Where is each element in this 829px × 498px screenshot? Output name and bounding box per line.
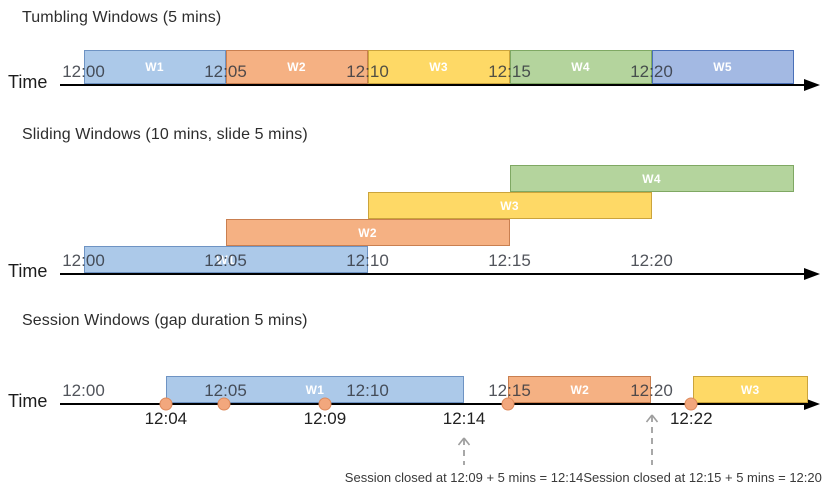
window-bar: W1 xyxy=(83,50,226,84)
event-dot xyxy=(501,397,515,411)
window-bar: W2 xyxy=(225,50,368,84)
time-axis-label: Time xyxy=(8,72,48,92)
tick-label: 12:10 xyxy=(346,62,389,81)
window-bar: W3 xyxy=(367,50,510,84)
timeline-arrowhead-icon xyxy=(804,79,820,91)
window-bar-label: W2 xyxy=(287,60,306,74)
timeline-arrowhead-icon xyxy=(804,268,820,280)
event-time-label: 12:09 xyxy=(303,409,347,428)
timeline xyxy=(60,273,806,275)
window-bar-label: W2 xyxy=(358,225,377,240)
tick-label: 12:20 xyxy=(630,62,673,81)
event-time-label: 12:22 xyxy=(669,409,713,428)
window-bar-label: W3 xyxy=(740,382,760,397)
window-bar: W4 xyxy=(509,50,652,84)
annotation-up-arrow-icon xyxy=(456,436,472,471)
tick-label: 12:10 xyxy=(346,381,389,400)
window-bar-label: W5 xyxy=(713,60,732,74)
window-bar: W5 xyxy=(651,50,794,84)
tick-label: 12:05 xyxy=(204,62,247,81)
section-title-session: Session Windows (gap duration 5 mins) xyxy=(22,312,308,329)
tick-label: 12:10 xyxy=(346,251,389,270)
event-dot xyxy=(684,397,698,411)
window-bar-label: W1 xyxy=(305,382,325,397)
window-bar: W1 xyxy=(165,376,465,403)
tick-label: 12:15 xyxy=(488,381,531,400)
timeline xyxy=(60,84,806,86)
window-bar: W3 xyxy=(367,192,652,219)
section-title-tumbling: Tumbling Windows (5 mins) xyxy=(22,9,222,26)
annotation-up-arrow-icon xyxy=(644,413,660,471)
tick-label: 12:20 xyxy=(630,251,673,270)
window-bar: W2 xyxy=(225,219,510,246)
tick-label: 12:05 xyxy=(204,251,247,270)
event-dot xyxy=(318,397,332,411)
session-close-label: 12:14 xyxy=(442,409,486,428)
timeline-arrowhead-icon xyxy=(804,398,820,410)
tick-label: 12:00 xyxy=(62,251,105,270)
window-bar: W4 xyxy=(509,165,794,192)
time-axis-label: Time xyxy=(8,261,48,281)
tick-label: 12:00 xyxy=(62,381,105,400)
tick-label: 12:00 xyxy=(62,62,105,81)
timeline xyxy=(60,403,806,405)
window-bar-label: W2 xyxy=(570,382,590,397)
event-time-label: 12:04 xyxy=(144,409,188,428)
window-bar-label: W4 xyxy=(571,60,590,74)
tick-label: 12:15 xyxy=(488,62,531,81)
window-bar: W3 xyxy=(692,376,808,403)
annotation-text: Session closed at 12:15 + 5 mins = 12:20 xyxy=(583,470,822,485)
window-bar-label: W1 xyxy=(145,60,164,74)
window-bar-label: W3 xyxy=(429,60,448,74)
event-dot xyxy=(159,397,173,411)
section-title-sliding: Sliding Windows (10 mins, slide 5 mins) xyxy=(22,126,308,143)
event-dot xyxy=(217,397,231,411)
window-bar: W2 xyxy=(508,376,652,403)
time-axis-label: Time xyxy=(8,391,48,411)
window-bar-label: W1 xyxy=(216,252,235,267)
window-bar-label: W3 xyxy=(500,198,519,213)
window-bar: W1 xyxy=(83,246,368,273)
tick-label: 12:20 xyxy=(630,381,673,400)
window-bar-label: W4 xyxy=(642,171,661,186)
tick-label: 12:05 xyxy=(204,381,247,400)
tick-label: 12:15 xyxy=(488,251,531,270)
annotation-text: Session closed at 12:09 + 5 mins = 12:14 xyxy=(344,470,584,485)
